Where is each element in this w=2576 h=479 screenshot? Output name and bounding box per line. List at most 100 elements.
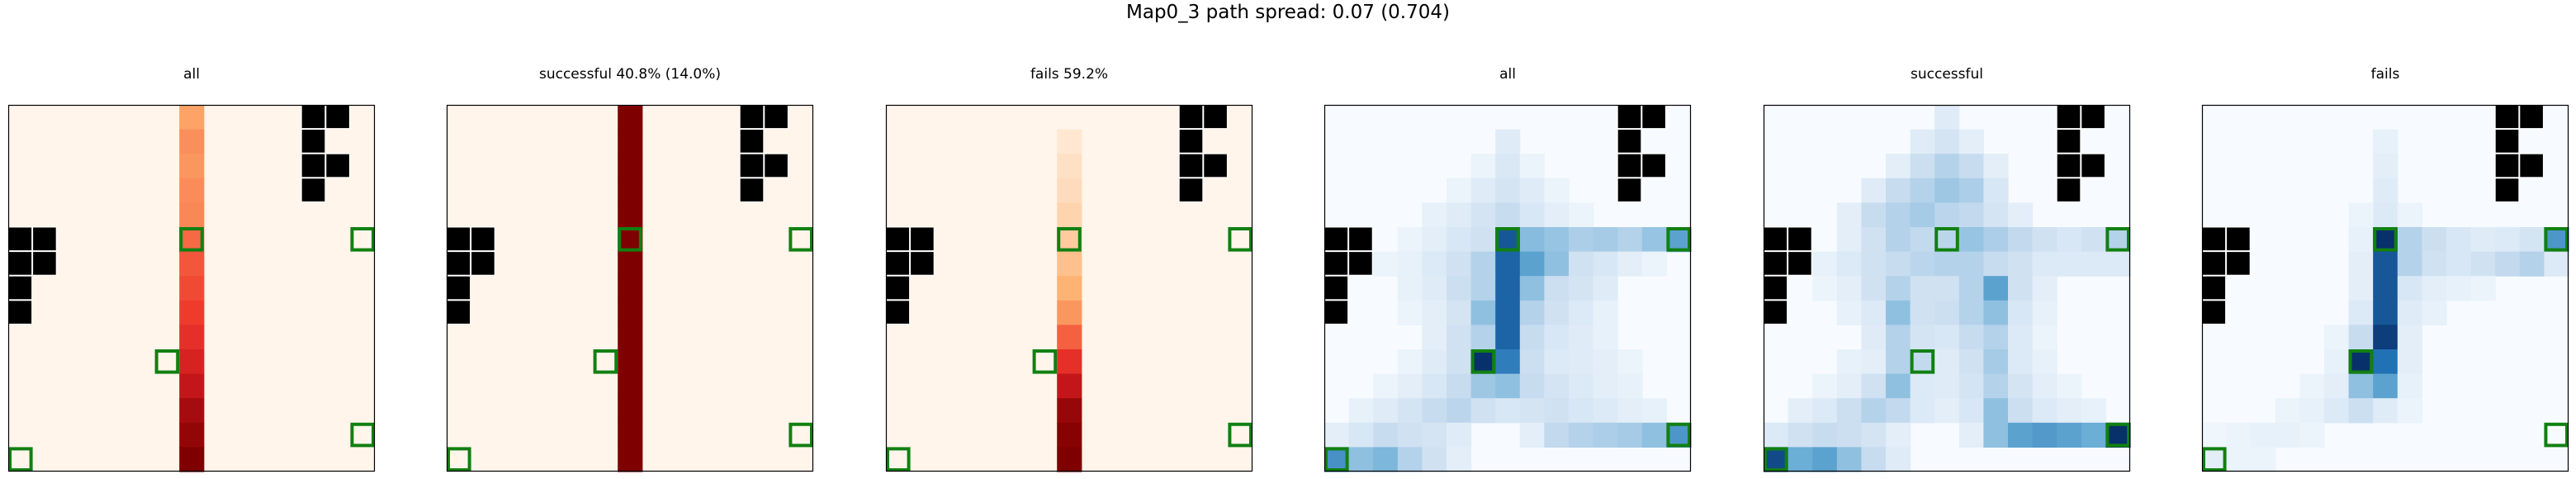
heat-cell xyxy=(1910,202,1935,228)
heat-cell xyxy=(2348,276,2374,301)
heat-cell xyxy=(1934,325,1960,350)
panel-frame xyxy=(1763,104,2131,472)
target-marker xyxy=(447,447,471,472)
wall-cell xyxy=(301,104,326,130)
heat-cell xyxy=(2470,227,2496,253)
heat-cell xyxy=(1617,227,1643,253)
wall-cell xyxy=(446,226,471,252)
heat-cell xyxy=(2324,373,2350,399)
heat-cell xyxy=(1910,373,1935,399)
heat-cell xyxy=(1617,398,1643,424)
heat-cell xyxy=(1836,422,1862,448)
heat-cell xyxy=(2275,398,2300,424)
heat-cell xyxy=(1593,398,1618,424)
heat-cell xyxy=(2081,227,2106,253)
heat-cell xyxy=(1569,276,1594,301)
heat-cell xyxy=(1886,325,1911,350)
target-marker xyxy=(886,447,911,472)
target-marker xyxy=(1495,227,1520,252)
target-marker xyxy=(2348,349,2374,374)
heat-cell xyxy=(1958,349,1984,375)
heat-cell xyxy=(1057,422,1082,448)
target-marker xyxy=(788,227,814,252)
heat-cell xyxy=(1470,325,1496,350)
heat-cell xyxy=(179,276,205,301)
heat-cell xyxy=(2081,398,2106,424)
heat-cell xyxy=(1397,373,1423,399)
heat-cell xyxy=(1544,178,1570,203)
heat-cell xyxy=(1861,178,1887,203)
heat-cell xyxy=(1836,276,1862,301)
heat-cell xyxy=(2032,227,2057,253)
heat-cell xyxy=(1447,422,1472,448)
heat-cell xyxy=(1886,300,1911,325)
heat-cell xyxy=(1397,398,1423,424)
heat-cell xyxy=(1495,325,1521,350)
heat-cell xyxy=(1617,422,1643,448)
heat-cell xyxy=(2008,202,2034,228)
heat-cell xyxy=(1373,251,1399,277)
heat-cell xyxy=(1666,227,1692,253)
target-marker xyxy=(1228,422,1253,448)
target-marker xyxy=(2105,422,2130,448)
heat-cell xyxy=(1470,227,1496,253)
heat-cell xyxy=(2226,447,2252,472)
wall-cell xyxy=(1788,251,1812,276)
heat-cell xyxy=(179,349,205,375)
panel-title-4: all xyxy=(1499,66,1516,83)
heat-cell xyxy=(1788,398,1813,424)
heat-cell xyxy=(2397,202,2422,228)
target-marker xyxy=(1764,447,1788,472)
heat-cell xyxy=(1910,251,1935,277)
heat-cell xyxy=(1422,227,1447,253)
heat-cell xyxy=(618,373,643,399)
heat-cell xyxy=(2397,398,2422,424)
wall-cell xyxy=(301,129,326,154)
heat-cell xyxy=(1593,349,1618,375)
heat-cell xyxy=(2008,422,2034,448)
heat-cell xyxy=(2008,398,2034,424)
heat-cell xyxy=(1641,398,1667,424)
heat-cell xyxy=(2057,398,2082,424)
target-marker xyxy=(350,422,375,448)
wall-cell xyxy=(2081,104,2105,130)
wall-cell xyxy=(1178,153,1204,178)
heat-cell xyxy=(179,227,205,253)
heat-cell xyxy=(1397,422,1423,448)
heat-cell xyxy=(2324,349,2350,375)
heat-cell xyxy=(179,154,205,179)
target-marker xyxy=(2544,422,2569,448)
heat-cell xyxy=(1958,422,1984,448)
target-marker xyxy=(2202,447,2227,472)
target-marker xyxy=(1666,422,1692,448)
heat-cell xyxy=(1470,154,1496,179)
heat-cell xyxy=(1886,227,1911,253)
heatmap-panel-4 xyxy=(1324,104,1692,472)
heat-cell xyxy=(179,202,205,228)
heat-cell xyxy=(179,178,205,203)
wall-cell xyxy=(325,153,350,178)
heat-cell xyxy=(1836,227,1862,253)
heat-cell xyxy=(1934,398,1960,424)
target-marker xyxy=(1934,227,1959,252)
heat-cell xyxy=(1666,422,1692,448)
heat-cell xyxy=(1544,373,1570,399)
wall-cell xyxy=(885,226,911,252)
heat-cell xyxy=(1519,373,1545,399)
target-marker xyxy=(1228,227,1253,252)
heat-cell xyxy=(2373,251,2398,277)
wall-cell xyxy=(1763,226,1788,252)
wall-cell xyxy=(325,104,350,130)
heat-cell xyxy=(1861,276,1887,301)
heat-cell xyxy=(1836,398,1862,424)
heat-cell xyxy=(1861,349,1887,375)
heat-cell xyxy=(1447,373,1472,399)
heat-cell xyxy=(1519,325,1545,350)
heat-cell xyxy=(1447,300,1472,325)
wall-cell xyxy=(764,104,788,130)
panel-title-1: all xyxy=(183,66,200,83)
heat-cell xyxy=(1057,300,1082,325)
heat-cell xyxy=(2032,276,2057,301)
heat-cell xyxy=(1910,300,1935,325)
heat-cell xyxy=(1958,398,1984,424)
